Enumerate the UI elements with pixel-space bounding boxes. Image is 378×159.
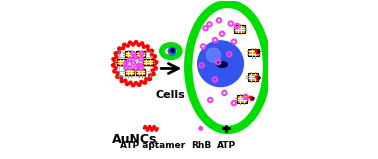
Circle shape bbox=[198, 126, 203, 131]
Text: Cells: Cells bbox=[156, 90, 186, 100]
Polygon shape bbox=[112, 41, 157, 86]
Bar bbox=[136, 51, 145, 57]
Bar bbox=[124, 69, 134, 75]
Bar bbox=[143, 59, 153, 65]
Circle shape bbox=[171, 49, 175, 52]
Text: RhB: RhB bbox=[191, 141, 211, 150]
Circle shape bbox=[258, 51, 260, 53]
Text: ATP aptamer: ATP aptamer bbox=[120, 141, 185, 150]
Bar bbox=[248, 73, 258, 81]
Ellipse shape bbox=[188, 4, 267, 130]
Circle shape bbox=[252, 97, 254, 99]
Ellipse shape bbox=[216, 61, 228, 68]
Circle shape bbox=[225, 128, 227, 129]
Ellipse shape bbox=[162, 45, 180, 57]
Text: AuNCs: AuNCs bbox=[112, 133, 157, 146]
Bar bbox=[117, 59, 126, 65]
Circle shape bbox=[198, 41, 243, 87]
Bar bbox=[124, 51, 134, 57]
Bar bbox=[234, 25, 245, 33]
Text: ATP: ATP bbox=[217, 141, 235, 150]
Bar bbox=[237, 95, 247, 103]
Circle shape bbox=[206, 48, 220, 62]
Circle shape bbox=[168, 47, 176, 55]
Circle shape bbox=[258, 77, 260, 79]
Bar bbox=[248, 49, 259, 56]
Bar bbox=[136, 69, 145, 75]
